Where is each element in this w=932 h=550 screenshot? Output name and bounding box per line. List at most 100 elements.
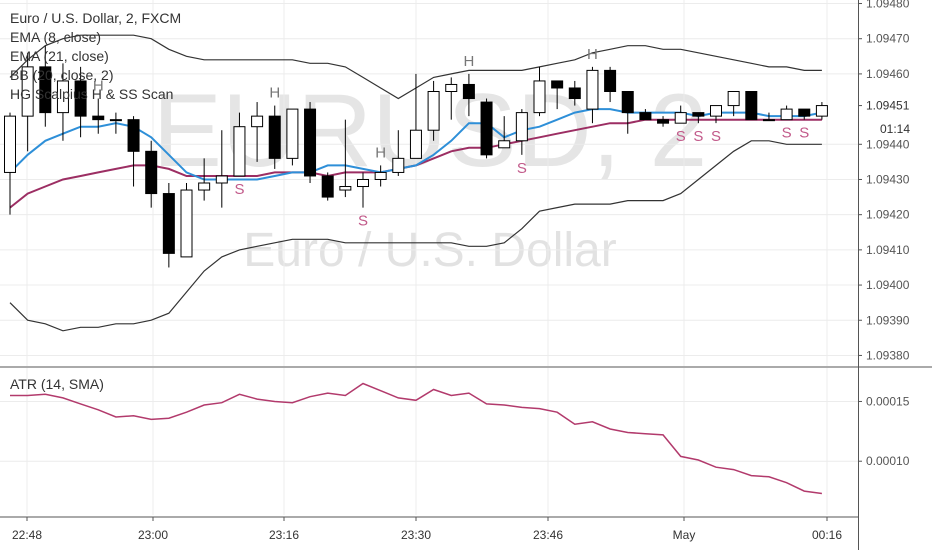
price-tick-label: 1.09380: [866, 348, 910, 362]
price-tick-label: 1.09410: [866, 243, 910, 257]
candle: [462, 73, 475, 117]
candle-body-up: [710, 105, 722, 117]
candle: [374, 165, 387, 187]
candle: [56, 63, 69, 141]
candle: [745, 91, 758, 121]
candle-body-up: [198, 182, 211, 191]
candle-body-down: [621, 91, 634, 114]
candle-body-up: [727, 91, 740, 107]
candle: [74, 66, 87, 138]
candle-body-down: [462, 83, 475, 100]
candle: [515, 109, 528, 155]
marker-s: S: [234, 181, 244, 198]
candle-body-down: [568, 87, 581, 100]
candle-body-up: [215, 175, 228, 184]
candle-body-up: [427, 91, 440, 131]
candle-body-down: [321, 175, 334, 198]
candle-body-up: [180, 189, 193, 258]
marker-h: H: [375, 144, 386, 161]
candle-body-down: [657, 119, 670, 124]
candle: [780, 105, 793, 121]
marker-h: H: [269, 85, 280, 102]
legend-ema8: EMA (8, close): [10, 29, 102, 45]
candle: [710, 105, 722, 124]
candle: [4, 112, 16, 215]
candle: [21, 52, 34, 152]
marker-s: S: [711, 128, 721, 145]
marker-s: S: [676, 128, 686, 145]
candles[interactable]: [4, 45, 828, 268]
candle-body-up: [21, 66, 34, 117]
candle-body-up: [339, 186, 352, 191]
candle-body-up: [674, 112, 687, 124]
watermark-name: Euro / U.S. Dollar: [243, 224, 616, 277]
marker-s: S: [517, 160, 527, 177]
marker-s: S: [693, 128, 703, 145]
candle-body-up: [533, 80, 546, 114]
candle: [621, 91, 634, 134]
candle-body-up: [515, 112, 528, 142]
candle-body-down: [304, 108, 317, 177]
candle: [604, 66, 617, 103]
candle: [798, 108, 811, 120]
candle: [727, 91, 740, 117]
candle: [551, 80, 564, 110]
marker-h: H: [463, 53, 474, 70]
time-tick-label: 00:16: [812, 528, 842, 542]
candle: [639, 109, 652, 121]
candle-body-down: [604, 69, 617, 92]
bar-countdown: 01:14: [880, 122, 911, 136]
candle-body-down: [745, 91, 758, 121]
bb-lower-line: [9, 140, 822, 332]
candle-body-down: [268, 115, 281, 159]
candle: [127, 116, 140, 187]
candle: [286, 108, 299, 166]
candle-body-up: [374, 171, 387, 180]
candle-body-up: [780, 108, 793, 121]
candle: [480, 98, 493, 159]
marker-s: S: [782, 125, 792, 142]
candle-body-up: [586, 69, 599, 110]
time-tick-label: May: [673, 528, 696, 542]
candle-body-down: [162, 193, 175, 254]
candle: [392, 130, 405, 176]
candle: [215, 130, 228, 208]
candle: [657, 116, 670, 127]
candle: [339, 119, 352, 198]
time-tick-label: 22:48: [12, 528, 42, 542]
marker-h: H: [587, 46, 598, 63]
candle: [568, 80, 581, 106]
candle-body-up: [4, 115, 16, 173]
price-tick-label: 1.09430: [866, 172, 910, 186]
candle: [445, 77, 458, 120]
candle-body-down: [145, 150, 158, 195]
price-tick-label: 1.09480: [866, 0, 910, 11]
candle: [321, 172, 334, 201]
price-tick-label: 1.09460: [866, 67, 910, 81]
atr-tick-label: 0.00010: [866, 454, 910, 468]
chart-legend[interactable]: Euro / U.S. Dollar, 2, FXCM EMA (8, clos…: [10, 9, 181, 104]
candle: [92, 98, 105, 134]
legend-bb: BB (20, close, 2): [10, 67, 114, 83]
candle-body-up: [409, 129, 422, 159]
atr-line: [10, 382, 823, 495]
candle: [762, 112, 775, 122]
grid: [0, 0, 858, 515]
candle: [409, 73, 422, 159]
candle-body-down: [480, 101, 493, 156]
candle: [586, 66, 599, 124]
candle-body-up: [233, 126, 246, 177]
marker-s: S: [358, 213, 368, 230]
last-price-label: 1.09451: [866, 99, 910, 113]
candle: [109, 112, 122, 134]
candle: [357, 172, 369, 208]
atr-tick-label: 0.00015: [866, 394, 910, 408]
atr-pane[interactable]: [10, 382, 823, 495]
atr-legend: ATR (14, SMA): [10, 376, 104, 392]
price-tick-label: 1.09440: [866, 137, 910, 151]
candle: [815, 102, 828, 120]
candle-body-up: [445, 83, 458, 93]
